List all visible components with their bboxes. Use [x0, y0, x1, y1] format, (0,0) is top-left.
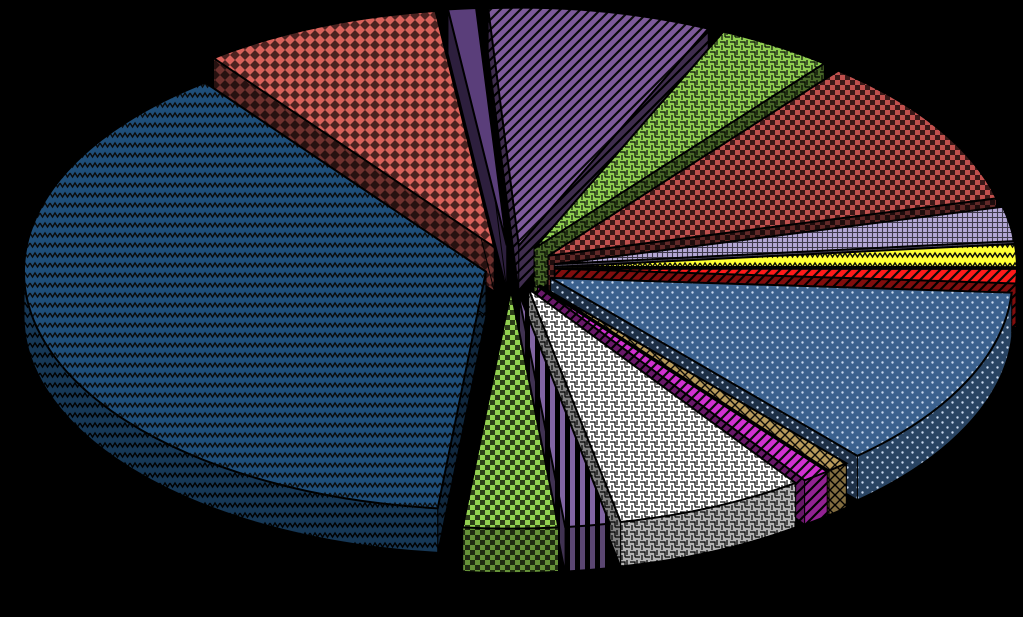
pie-slice-15-top — [461, 290, 560, 530]
pie-slice-13-top — [526, 285, 798, 524]
pie-slice-4-top — [486, 6, 711, 249]
pie-slice-14-top — [516, 290, 612, 529]
pie-slice-2-top — [211, 9, 496, 250]
pie-slice-8-top — [554, 242, 1018, 269]
pie-slice-5-top — [533, 30, 827, 250]
pie-slice-10-top — [550, 276, 1013, 457]
pie-slice-3 — [446, 6, 508, 290]
pie-slice-11-top — [538, 284, 849, 472]
pie-slice-15 — [461, 290, 560, 574]
pie-slice-15-side — [462, 526, 560, 574]
pie-slice-14-side — [564, 523, 611, 572]
pie-slice-11-side — [828, 462, 847, 516]
pie-slice-6-top — [547, 69, 998, 257]
pie-slice-12-top — [536, 285, 830, 482]
pie-slice-1 — [22, 81, 488, 553]
pie-slice-3-top — [446, 6, 508, 246]
pie-slice-9-top — [554, 267, 1018, 285]
pie-slice-1-top — [22, 81, 488, 510]
pie-slice-7-top — [554, 205, 1016, 266]
